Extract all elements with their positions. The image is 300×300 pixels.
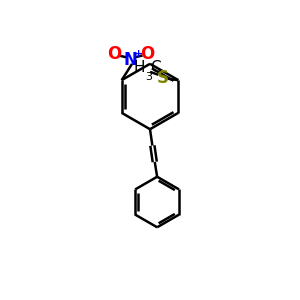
Text: +: + [134, 49, 143, 59]
Text: H: H [134, 61, 145, 76]
Text: O: O [107, 45, 122, 63]
Text: C: C [150, 61, 161, 76]
Text: S: S [157, 69, 169, 87]
Text: 3: 3 [145, 72, 152, 82]
Text: N: N [124, 51, 137, 69]
Text: O: O [140, 45, 154, 63]
